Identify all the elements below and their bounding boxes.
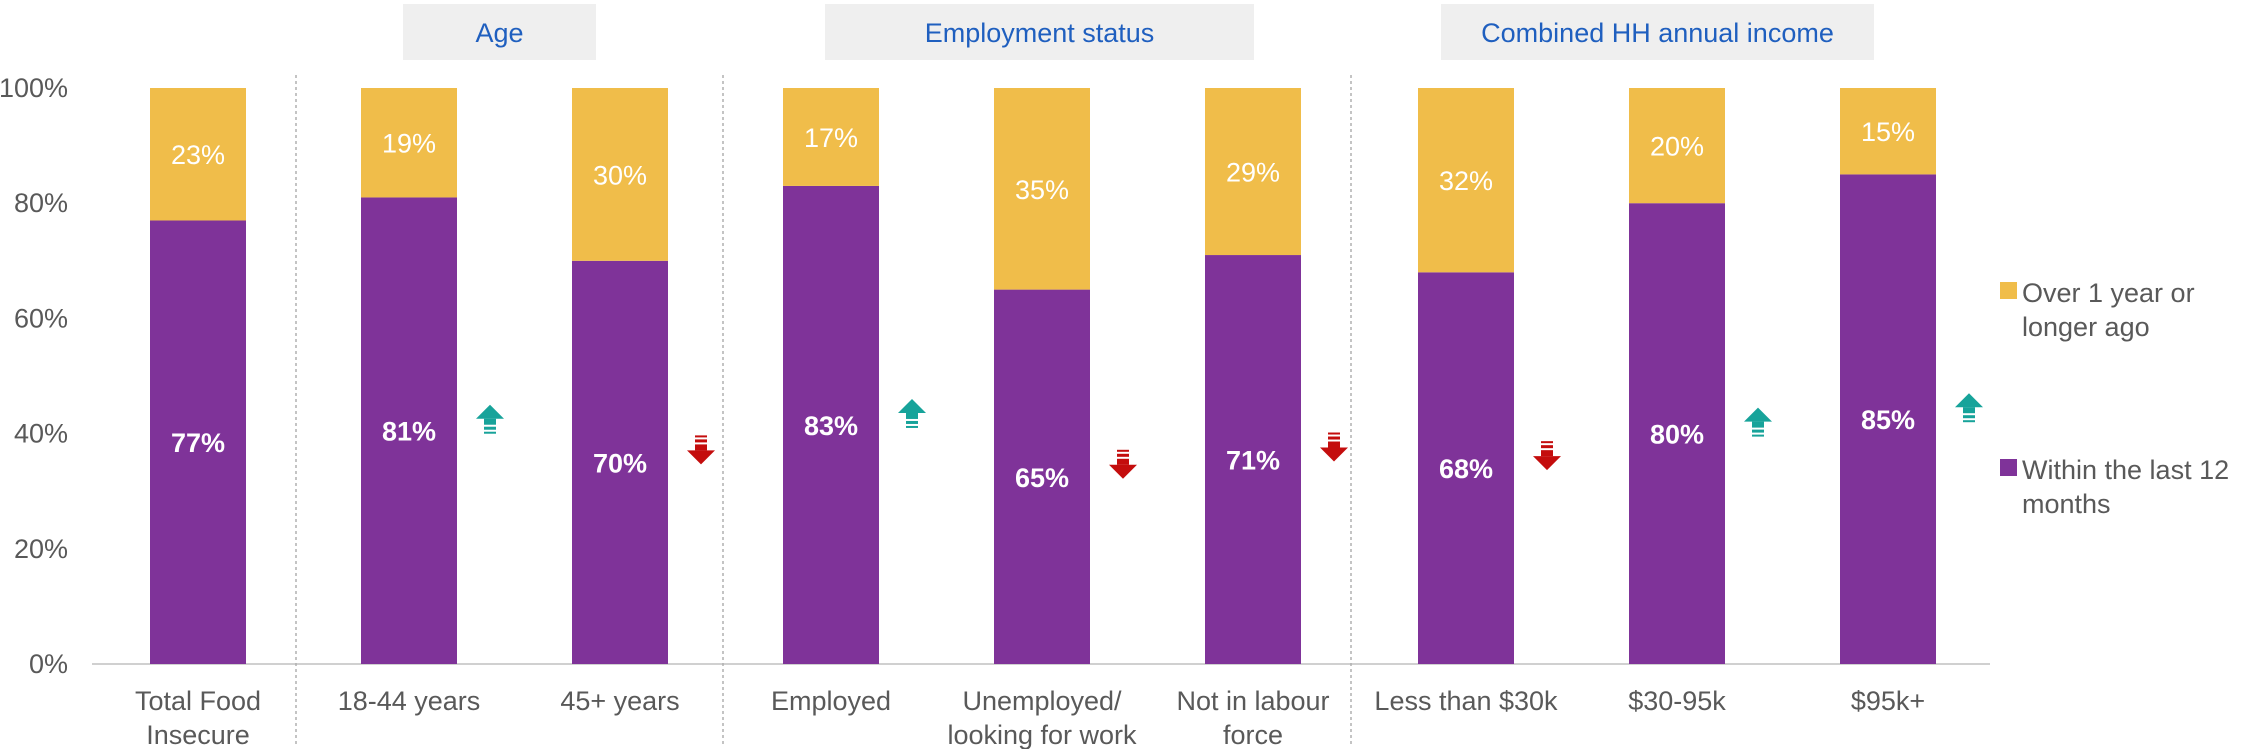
y-tick-label: 0%	[29, 649, 68, 679]
arrow-down-icon	[1109, 449, 1137, 479]
data-label-within-12-months: 71%	[1226, 446, 1280, 476]
bar-segment-within-12-months	[994, 289, 1090, 664]
legend-swatch	[2000, 282, 2017, 299]
group-header-label: Employment status	[925, 18, 1155, 48]
group-header-box	[1441, 4, 1874, 60]
bar-segment-within-12-months	[1418, 272, 1514, 664]
y-tick-label: 20%	[14, 534, 68, 564]
bar-segment-within-12-months	[1205, 255, 1301, 665]
bar-segment-within-12-months	[783, 185, 879, 665]
arrow-down-icon	[687, 435, 715, 465]
bar-segment-within-12-months	[150, 220, 246, 665]
y-tick-label: 60%	[14, 303, 68, 333]
data-label-over-1-year: 23%	[171, 140, 225, 170]
group-header-label: Combined HH annual income	[1481, 18, 1834, 48]
data-label-within-12-months: 81%	[382, 417, 436, 447]
bar-segment-over-1-year	[572, 88, 668, 261]
data-label-within-12-months: 77%	[171, 428, 225, 458]
bar-segment-within-12-months	[1629, 203, 1725, 664]
data-label-within-12-months: 65%	[1015, 463, 1069, 493]
category-label: Total Food	[135, 686, 261, 716]
category-label: Unemployed/	[962, 686, 1122, 716]
bar-segment-over-1-year	[150, 88, 246, 221]
legend-swatch	[2000, 459, 2017, 476]
arrow-up-icon	[1744, 407, 1772, 437]
bar-segment-over-1-year	[994, 88, 1090, 290]
category-label: Not in labour	[1176, 686, 1329, 716]
data-label-within-12-months: 70%	[593, 448, 647, 478]
data-label-within-12-months: 80%	[1650, 420, 1704, 450]
y-tick-label: 40%	[14, 419, 68, 449]
data-label-within-12-months: 83%	[804, 411, 858, 441]
category-label: $95k+	[1851, 686, 1925, 716]
data-label-over-1-year: 20%	[1650, 132, 1704, 162]
group-header-box	[403, 4, 596, 60]
legend-label: months	[2022, 489, 2111, 519]
y-tick-label: 100%	[0, 73, 68, 103]
bar-segment-over-1-year	[783, 88, 879, 186]
bar-segment-over-1-year	[361, 88, 457, 198]
data-label-over-1-year: 15%	[1861, 117, 1915, 147]
y-tick-label: 80%	[14, 188, 68, 218]
category-label: $30-95k	[1628, 686, 1726, 716]
bar-segment-within-12-months	[572, 260, 668, 664]
group-header-box	[825, 4, 1254, 60]
category-label: looking for work	[947, 720, 1137, 749]
data-label-over-1-year: 30%	[593, 160, 647, 190]
category-label: 18-44 years	[338, 686, 481, 716]
data-label-over-1-year: 17%	[804, 123, 858, 153]
category-label: Less than $30k	[1374, 686, 1558, 716]
data-label-within-12-months: 68%	[1439, 454, 1493, 484]
legend-label: Within the last 12	[2022, 455, 2229, 485]
bar-segment-over-1-year	[1418, 88, 1514, 273]
category-label: 45+ years	[560, 686, 679, 716]
arrow-up-icon	[1955, 393, 1983, 423]
arrow-down-icon	[1533, 441, 1561, 471]
legend-label: Over 1 year or	[2022, 278, 2195, 308]
category-label: Employed	[771, 686, 891, 716]
bar-segment-over-1-year	[1205, 88, 1301, 256]
bar-segment-within-12-months	[361, 197, 457, 664]
bar-segment-over-1-year	[1629, 88, 1725, 204]
group-header-label: Age	[475, 18, 523, 48]
legend-label: longer ago	[2022, 312, 2150, 342]
category-label: Insecure	[146, 720, 250, 749]
arrow-up-icon	[476, 404, 504, 434]
bar-segment-over-1-year	[1840, 88, 1936, 175]
data-label-over-1-year: 32%	[1439, 166, 1493, 196]
data-label-over-1-year: 29%	[1226, 158, 1280, 188]
data-label-over-1-year: 35%	[1015, 175, 1069, 205]
category-label: force	[1223, 720, 1283, 749]
arrow-down-icon	[1320, 432, 1348, 462]
data-label-within-12-months: 85%	[1861, 405, 1915, 435]
bar-segment-within-12-months	[1840, 174, 1936, 664]
arrow-up-icon	[898, 398, 926, 428]
data-label-over-1-year: 19%	[382, 129, 436, 159]
